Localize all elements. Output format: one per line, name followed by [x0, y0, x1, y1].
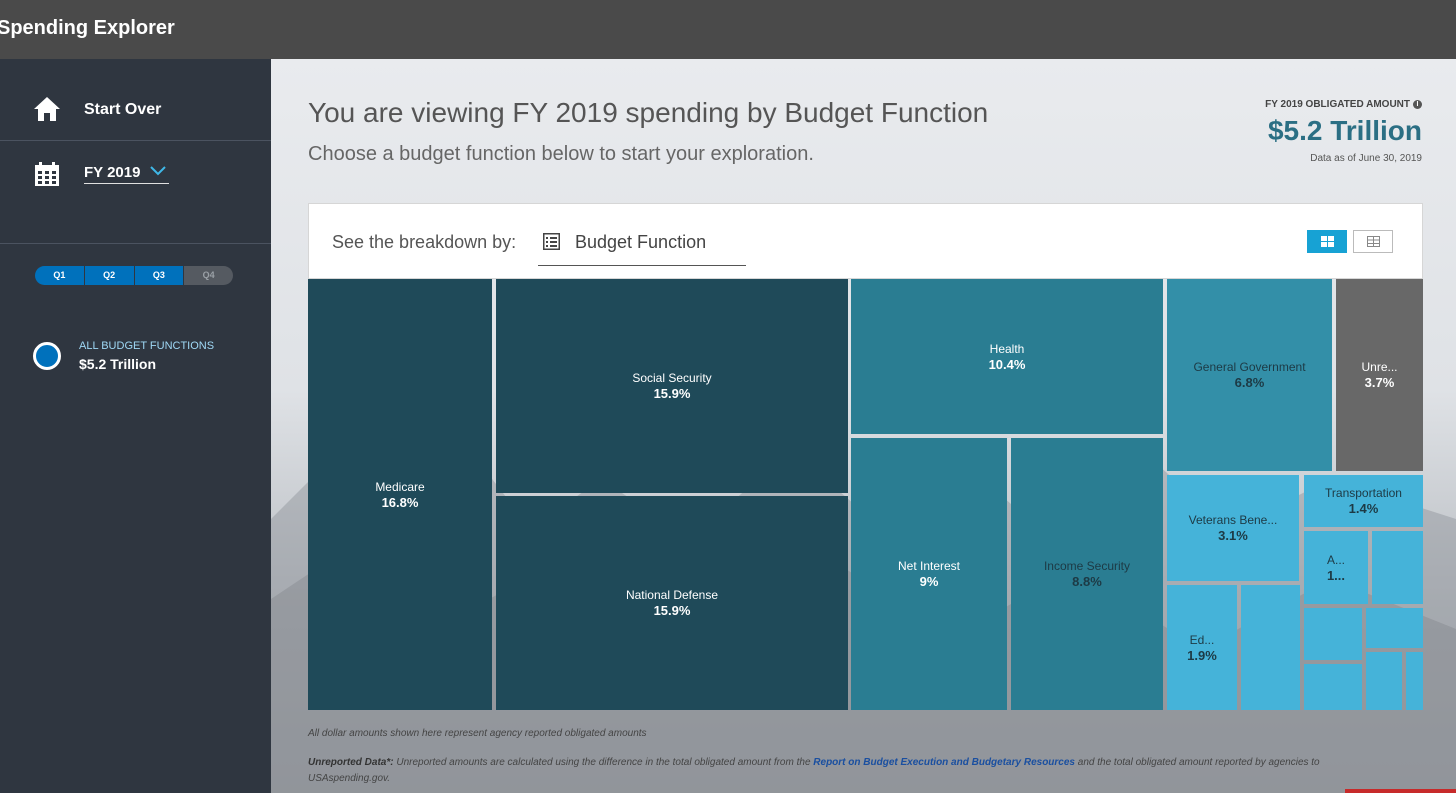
app-title: Spending Explorer [0, 17, 175, 39]
table-icon [1367, 236, 1380, 247]
table-view-button[interactable] [1353, 230, 1393, 253]
tile-medicare[interactable]: Medicare 16.8% [308, 279, 492, 710]
tile-income-security[interactable]: Income Security 8.8% [1011, 438, 1163, 710]
tile-percent: 3.1% [1218, 528, 1248, 543]
selection-value: $5.2 Trillion [79, 356, 157, 372]
tile-name: Health [989, 341, 1025, 356]
tile-unlabeled[interactable] [1304, 664, 1362, 710]
tile-name: Income Security [1043, 559, 1131, 573]
tile-name: A... [1326, 552, 1345, 567]
tile-health[interactable]: Health 10.4% [851, 279, 1163, 434]
tile-percent: 8.8% [1072, 574, 1102, 589]
quarter-q2[interactable]: Q2 [84, 266, 135, 285]
unreported-text: Unreported amounts are calculated using … [396, 757, 811, 768]
breakdown-dropdown[interactable]: Budget Function [538, 226, 746, 266]
tile-percent: 15.9% [653, 386, 691, 401]
tile-name: Net Interest [897, 559, 961, 573]
tile-social-security[interactable]: Social Security 15.9% [496, 279, 848, 493]
chevron-down-icon [150, 166, 166, 176]
tile-percent: 3.7% [1364, 375, 1395, 390]
tile-name: Ed... [1189, 632, 1215, 647]
tile-education[interactable]: Ed... 1.9% [1167, 585, 1237, 710]
total-value: $5.2 Trillion [1267, 115, 1422, 146]
breakdown-label: See the breakdown by: [332, 232, 517, 252]
tile-percent: 9% [919, 574, 939, 589]
page-headline: You are viewing FY 2019 spending by Budg… [308, 97, 989, 128]
tile-net-interest[interactable]: Net Interest 9% [851, 438, 1007, 710]
start-over-button[interactable]: Start Over [0, 59, 271, 141]
tile-unlabeled[interactable] [1406, 652, 1423, 710]
tile-percent: 10.4% [988, 356, 1026, 372]
tile-unlabeled[interactable] [1366, 608, 1423, 648]
report-link[interactable]: Report on Budget Execution and Budgetary… [813, 757, 1075, 768]
fiscal-year-dropdown[interactable]: FY 2019 [84, 162, 169, 184]
total-label-text: FY 2019 OBLIGATED AMOUNT [1265, 99, 1410, 110]
start-over-label: Start Over [84, 101, 162, 118]
top-bar: Spending Explorer [0, 0, 1456, 59]
tile-name: General Government [1193, 360, 1306, 374]
quarter-q3[interactable]: Q3 [134, 266, 185, 285]
treemap-view-button[interactable] [1307, 230, 1347, 253]
unreported-note: Unreported Data*: Unreported amounts are… [308, 755, 1368, 787]
tile-unreported[interactable]: Unre... 3.7% [1336, 279, 1423, 471]
quarter-selector: Q1 Q2 Q3 Q4 [35, 266, 233, 285]
tile-national-defense[interactable]: National Defense 15.9% [496, 496, 848, 710]
tile-name: Social Security [632, 371, 712, 385]
tile-name: Medicare [375, 479, 425, 494]
data-date: Data as of June 30, 2019 [1310, 153, 1422, 164]
tile-name: Transportation [1325, 486, 1402, 500]
tile-percent: 1.9% [1187, 647, 1217, 663]
tile-general-government[interactable]: General Government 6.8% [1167, 279, 1332, 471]
calendar-icon [35, 162, 59, 186]
amounts-note: All dollar amounts shown here represent … [308, 728, 647, 739]
quarter-q1[interactable]: Q1 [35, 266, 85, 285]
tile-unlabeled[interactable] [1372, 531, 1423, 604]
grid-icon [1321, 236, 1334, 247]
tile-unlabeled[interactable] [1366, 652, 1402, 710]
breakdown-panel: See the breakdown by: Budget Function [308, 203, 1423, 279]
fiscal-year-section [0, 142, 271, 244]
list-icon [543, 233, 560, 250]
fiscal-year-value: FY 2019 [84, 164, 141, 181]
info-icon[interactable]: i [1413, 100, 1422, 109]
page-subhead: Choose a budget function below to start … [308, 143, 814, 165]
main-content: You are viewing FY 2019 spending by Budg… [271, 59, 1456, 793]
tile-percent: 6.8% [1234, 375, 1265, 390]
tile-veterans-benefits[interactable]: Veterans Bene... 3.1% [1167, 475, 1299, 581]
total-label: FY 2019 OBLIGATED AMOUNT i [1265, 99, 1422, 110]
tile-percent: 15.9% [653, 603, 691, 618]
home-icon [34, 97, 60, 121]
selection-label: ALL BUDGET FUNCTIONS [79, 340, 215, 352]
quarter-q4[interactable]: Q4 [184, 266, 233, 285]
tile-agriculture[interactable]: A... 1... [1304, 531, 1368, 604]
tile-transportation[interactable]: Transportation 1.4% [1304, 475, 1423, 527]
treemap: Medicare 16.8% Social Security 15.9% Nat… [308, 279, 1423, 710]
tile-percent: 1... [1326, 567, 1346, 583]
unreported-label: Unreported Data*: [308, 757, 394, 768]
tile-name: National Defense [625, 588, 719, 602]
tile-percent: 1.4% [1348, 501, 1379, 516]
sidebar: Start Over FY 2019 Q1 Q2 Q3 Q4 ALL BUDGE… [0, 59, 271, 793]
accent-bar [1345, 789, 1456, 793]
breakdown-value: Budget Function [575, 232, 707, 252]
tile-unlabeled[interactable] [1304, 608, 1362, 660]
tile-name: Veterans Bene... [1188, 513, 1278, 527]
selection-dot[interactable] [33, 342, 61, 370]
tile-unlabeled[interactable] [1241, 585, 1300, 710]
tile-name: Unre... [1361, 360, 1398, 374]
tile-percent: 16.8% [381, 494, 419, 510]
unreported-tail: and the total obligated amount reported … [308, 757, 1320, 784]
